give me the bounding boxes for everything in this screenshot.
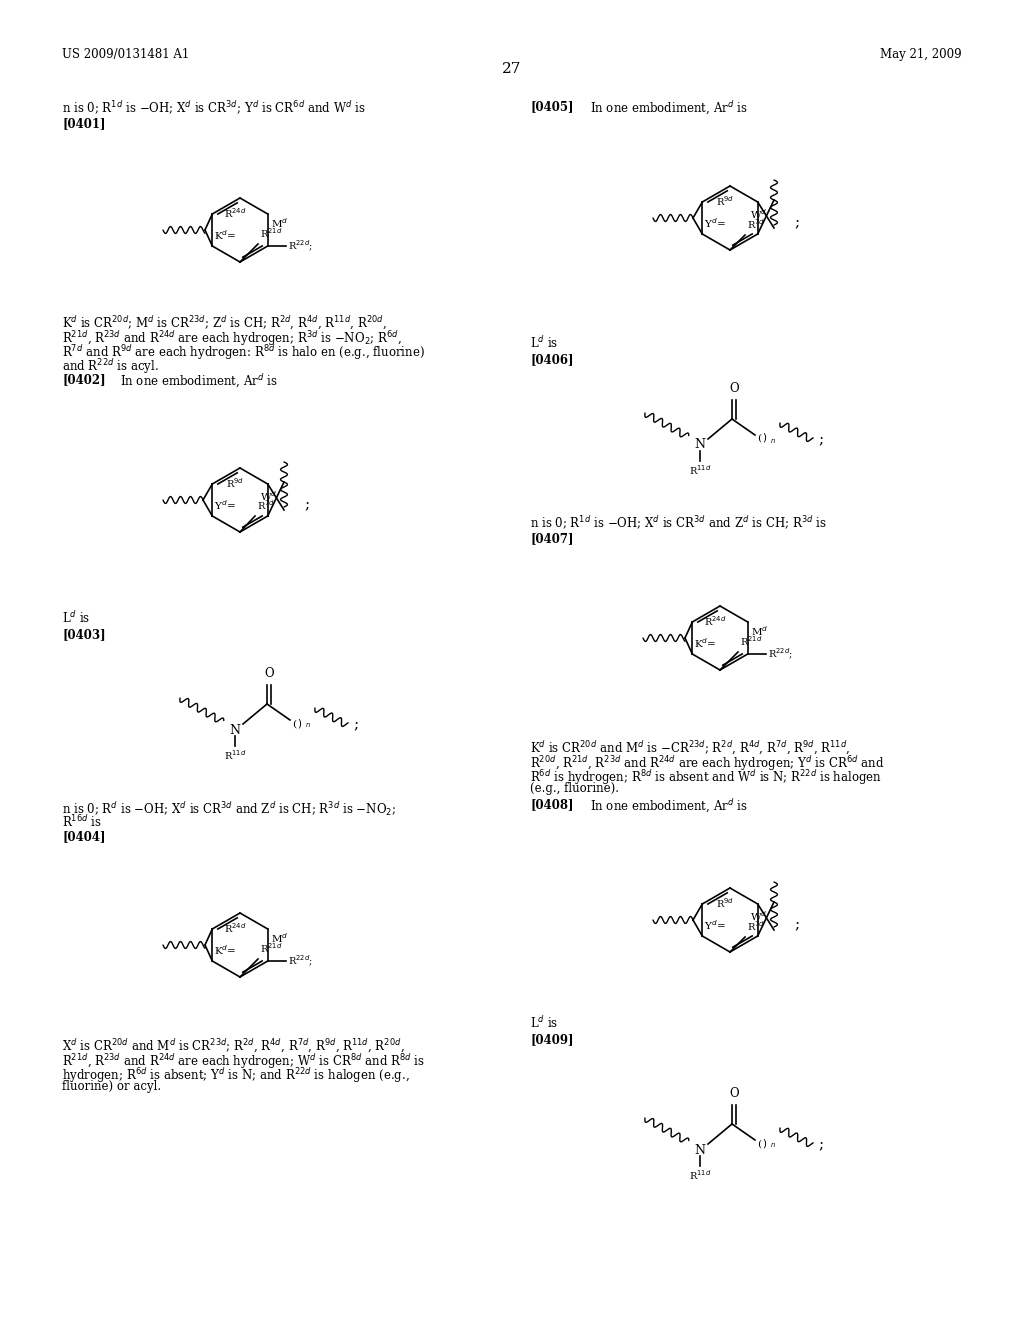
Text: R$^{20d}$, R$^{21d}$, R$^{23d}$ and R$^{24d}$ are each hydrogen; Y$^d$ is CR$^{6: R$^{20d}$, R$^{21d}$, R$^{23d}$ and R$^{…: [530, 754, 885, 774]
Text: In one embodiment, Ar$^d$ is: In one embodiment, Ar$^d$ is: [590, 100, 748, 117]
Text: ($\,)$: ($\,)$: [757, 432, 768, 445]
Text: [0406]: [0406]: [530, 352, 573, 366]
Text: Y$^d$=: Y$^d$=: [705, 919, 726, 932]
Text: [0401]: [0401]: [62, 117, 105, 129]
Text: N: N: [229, 723, 241, 737]
Text: ;: ;: [304, 498, 309, 512]
Text: K$^d$=: K$^d$=: [214, 228, 237, 242]
Text: hydrogen; R$^{6d}$ is absent; Y$^d$ is N; and R$^{22d}$ is halogen (e.g.,: hydrogen; R$^{6d}$ is absent; Y$^d$ is N…: [62, 1067, 410, 1085]
Text: O: O: [729, 1086, 738, 1100]
Text: R$^{24d}$: R$^{24d}$: [224, 921, 246, 935]
Text: ;: ;: [794, 216, 799, 230]
Text: Y$^d$=: Y$^d$=: [214, 498, 236, 512]
Text: ;: ;: [818, 433, 823, 447]
Text: L$^d$ is: L$^d$ is: [62, 610, 90, 626]
Text: [0408]: [0408]: [530, 799, 573, 810]
Text: R$^{6d}$ is hydrogen; R$^{8d}$ is absent and W$^d$ is N; R$^{22d}$ is halogen: R$^{6d}$ is hydrogen; R$^{8d}$ is absent…: [530, 768, 882, 787]
Text: M$^d$: M$^d$: [751, 624, 768, 638]
Text: R$^{9d}$: R$^{9d}$: [226, 477, 244, 490]
Text: ;: ;: [818, 1138, 823, 1152]
Text: R$^{22d}$;: R$^{22d}$;: [768, 647, 793, 661]
Text: $_n$: $_n$: [305, 722, 311, 730]
Text: R$^{7d}$: R$^{7d}$: [746, 919, 765, 933]
Text: R$^{22d}$;: R$^{22d}$;: [288, 953, 312, 969]
Text: N: N: [694, 438, 706, 451]
Text: [0405]: [0405]: [530, 100, 573, 114]
Text: May 21, 2009: May 21, 2009: [881, 48, 962, 61]
Text: M$^d$: M$^d$: [270, 216, 288, 230]
Text: R$^{16d}$ is: R$^{16d}$ is: [62, 814, 101, 830]
Text: ;: ;: [353, 718, 358, 733]
Text: [0407]: [0407]: [530, 532, 573, 545]
Text: R$^{7d}$: R$^{7d}$: [257, 498, 275, 512]
Text: $_n$: $_n$: [770, 437, 776, 446]
Text: R$^{24d}$: R$^{24d}$: [703, 614, 726, 628]
Text: W$^d$: W$^d$: [750, 207, 767, 220]
Text: n is 0; R$^{1d}$ is $-$OH; X$^d$ is CR$^{3d}$; Y$^d$ is CR$^{6d}$ and W$^d$ is: n is 0; R$^{1d}$ is $-$OH; X$^d$ is CR$^…: [62, 100, 366, 117]
Text: O: O: [729, 381, 738, 395]
Text: 27: 27: [503, 62, 521, 77]
Text: and R$^{22d}$ is acyl.: and R$^{22d}$ is acyl.: [62, 356, 159, 376]
Text: R$^{24d}$: R$^{24d}$: [224, 206, 246, 220]
Text: X$^d$ is CR$^{20d}$ and M$^d$ is CR$^{23d}$; R$^{2d}$, R$^{4d}$, R$^{7d}$, R$^{9: X$^d$ is CR$^{20d}$ and M$^d$ is CR$^{23…: [62, 1038, 404, 1056]
Text: R$^{9d}$: R$^{9d}$: [716, 896, 734, 909]
Text: R$^{21d}$, R$^{23d}$ and R$^{24d}$ are each hydrogen; R$^{3d}$ is $-$NO$_2$; R$^: R$^{21d}$, R$^{23d}$ and R$^{24d}$ are e…: [62, 329, 401, 348]
Text: L$^d$ is: L$^d$ is: [530, 1015, 558, 1031]
Text: (e.g., fluorine).: (e.g., fluorine).: [530, 781, 618, 795]
Text: n is 0; R$^{1d}$ is $-$OH; X$^d$ is CR$^{3d}$ and Z$^d$ is CH; R$^{3d}$ is: n is 0; R$^{1d}$ is $-$OH; X$^d$ is CR$^…: [530, 515, 826, 532]
Text: n is 0; R$^d$ is $-$OH; X$^d$ is CR$^{3d}$ and Z$^d$ is CH; R$^{3d}$ is $-$NO$_2: n is 0; R$^d$ is $-$OH; X$^d$ is CR$^{3d…: [62, 800, 396, 818]
Text: R$^{7d}$ and R$^{9d}$ are each hydrogen: R$^{8d}$ is halo en (e.g., fluorine): R$^{7d}$ and R$^{9d}$ are each hydrogen:…: [62, 343, 425, 362]
Text: ($\,)$: ($\,)$: [757, 1137, 768, 1150]
Text: K$^d$=: K$^d$=: [214, 944, 237, 957]
Text: In one embodiment, Ar$^d$ is: In one embodiment, Ar$^d$ is: [120, 374, 278, 391]
Text: ;: ;: [794, 917, 799, 932]
Text: R$^{11d}$: R$^{11d}$: [224, 748, 246, 762]
Text: K$^d$=: K$^d$=: [694, 636, 717, 649]
Text: R$^{9d}$: R$^{9d}$: [716, 194, 734, 207]
Text: US 2009/0131481 A1: US 2009/0131481 A1: [62, 48, 189, 61]
Text: $_n$: $_n$: [770, 1142, 776, 1151]
Text: R$^{7d}$: R$^{7d}$: [746, 218, 765, 231]
Text: ($\,)$: ($\,)$: [292, 717, 303, 730]
Text: fluorine) or acyl.: fluorine) or acyl.: [62, 1080, 161, 1093]
Text: O: O: [264, 667, 273, 680]
Text: K$^d$ is CR$^{20d}$ and M$^d$ is $-$CR$^{23d}$; R$^{2d}$, R$^{4d}$, R$^{7d}$, R$: K$^d$ is CR$^{20d}$ and M$^d$ is $-$CR$^…: [530, 741, 850, 758]
Text: W$^d$: W$^d$: [260, 488, 278, 503]
Text: R$^{21d}$: R$^{21d}$: [260, 226, 283, 240]
Text: Y$^d$=: Y$^d$=: [705, 216, 726, 230]
Text: M$^d$: M$^d$: [270, 931, 288, 945]
Text: R$^{11d}$: R$^{11d}$: [689, 463, 712, 477]
Text: In one embodiment, Ar$^d$ is: In one embodiment, Ar$^d$ is: [590, 799, 748, 816]
Text: R$^{11d}$: R$^{11d}$: [689, 1168, 712, 1181]
Text: [0402]: [0402]: [62, 374, 105, 385]
Text: L$^d$ is: L$^d$ is: [530, 335, 558, 351]
Text: [0409]: [0409]: [530, 1034, 573, 1045]
Text: R$^{22d}$;: R$^{22d}$;: [288, 239, 312, 253]
Text: [0404]: [0404]: [62, 830, 105, 843]
Text: R$^{21d}$, R$^{23d}$ and R$^{24d}$ are each hydrogen; W$^d$ is CR$^{8d}$ and R$^: R$^{21d}$, R$^{23d}$ and R$^{24d}$ are e…: [62, 1052, 425, 1071]
Text: R$^{21d}$: R$^{21d}$: [260, 941, 283, 954]
Text: R$^{21d}$: R$^{21d}$: [740, 634, 763, 648]
Text: [0403]: [0403]: [62, 628, 105, 642]
Text: K$^d$ is CR$^{20d}$; M$^d$ is CR$^{23d}$; Z$^d$ is CH; R$^{2d}$, R$^{4d}$, R$^{1: K$^d$ is CR$^{20d}$; M$^d$ is CR$^{23d}$…: [62, 315, 387, 333]
Text: N: N: [694, 1143, 706, 1156]
Text: W$^d$: W$^d$: [750, 909, 767, 923]
